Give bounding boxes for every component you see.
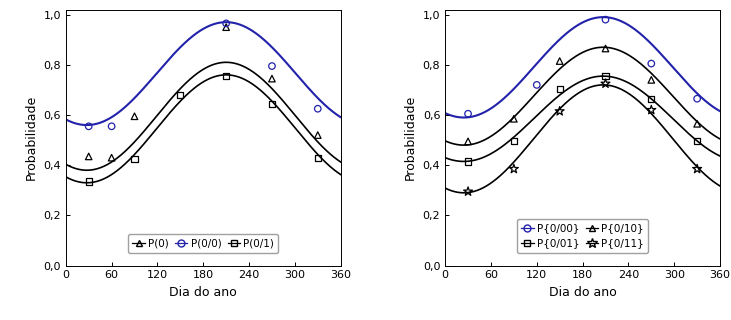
Point — [175, 92, 186, 98]
Point — [312, 106, 324, 111]
Point — [312, 155, 324, 160]
Y-axis label: Probabilidade: Probabilidade — [404, 95, 417, 180]
Point — [83, 124, 94, 129]
Point — [220, 74, 232, 79]
Legend: P(0), P(0/0), P(0/1): P(0), P(0/0), P(0/1) — [128, 234, 279, 253]
Point — [220, 25, 232, 30]
Point — [462, 159, 474, 164]
Point — [266, 63, 278, 68]
Point — [106, 124, 118, 129]
Point — [645, 108, 657, 113]
Point — [266, 101, 278, 106]
Legend: P{0/00}, P{0/01}, P{0/10}, P{0/11}: P{0/00}, P{0/01}, P{0/10}, P{0/11} — [517, 219, 648, 253]
X-axis label: Dia do ano: Dia do ano — [549, 286, 616, 299]
Point — [645, 77, 657, 83]
Point — [266, 76, 278, 81]
Point — [106, 155, 118, 160]
Point — [129, 114, 140, 119]
Point — [312, 132, 324, 138]
Point — [692, 121, 703, 126]
Point — [220, 21, 232, 26]
Point — [531, 82, 542, 87]
Point — [462, 111, 474, 116]
Point — [83, 179, 94, 184]
Point — [554, 59, 566, 64]
Point — [462, 189, 474, 194]
Point — [129, 156, 140, 162]
Point — [554, 109, 566, 114]
Point — [508, 116, 520, 121]
Point — [599, 81, 611, 86]
Y-axis label: Probabilidade: Probabilidade — [25, 95, 38, 180]
Point — [692, 96, 703, 101]
Point — [692, 139, 703, 144]
Point — [599, 74, 611, 79]
Point — [692, 166, 703, 172]
Point — [645, 61, 657, 66]
Point — [508, 166, 520, 172]
Point — [599, 17, 611, 22]
X-axis label: Dia do ano: Dia do ano — [170, 286, 237, 299]
Point — [462, 139, 474, 144]
Point — [508, 139, 520, 144]
Point — [554, 86, 566, 91]
Point — [599, 46, 611, 51]
Point — [645, 96, 657, 101]
Point — [83, 154, 94, 159]
